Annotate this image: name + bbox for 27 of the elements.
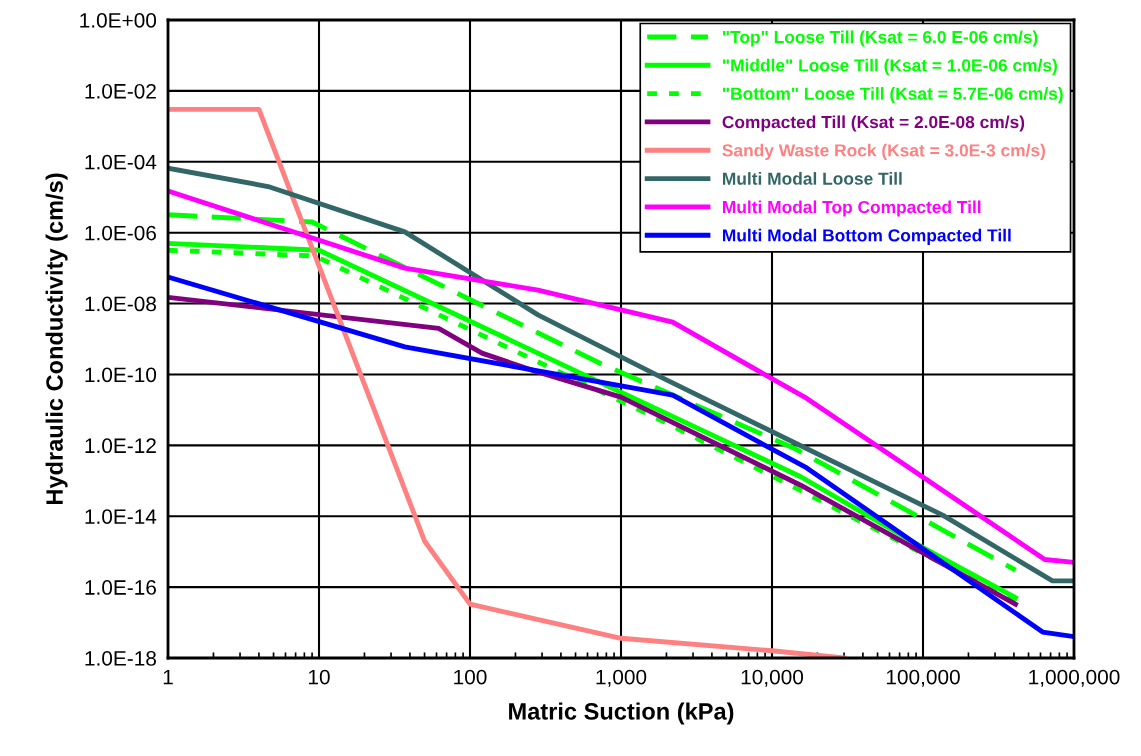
legend-label: Compacted Till (Ksat = 2.0E-08 cm/s) xyxy=(722,115,1025,132)
x-tick-label: 10 xyxy=(309,669,330,685)
x-axis-title: Matric Suction (kPa) xyxy=(509,702,734,725)
x-tick-label: 1,000,000 xyxy=(1029,669,1120,687)
x-tick-label: 1,000 xyxy=(596,669,647,687)
legend-label: Multi Modal Loose Till xyxy=(723,172,902,185)
legend-label: "Bottom" Loose Till (Ksat = 5.7E-06 cm/s) xyxy=(722,87,1063,104)
y-tick-label: 1.0E-08 xyxy=(85,296,156,312)
y-tick-label: 1.0E-14 xyxy=(85,509,157,524)
y-tick-label: 1.0E-02 xyxy=(85,83,156,99)
y-tick-label: 1.0E-10 xyxy=(85,367,157,383)
legend-label: Sandy Waste Rock (Ksat = 3.0E-3 cm/s) xyxy=(722,143,1046,160)
legend-label: "Middle" Loose Till (Ksat = 1.0E-06 cm/s) xyxy=(722,58,1057,75)
x-tick-label: 10,000 xyxy=(741,669,804,687)
legend-label: Multi Modal Top Compacted Till xyxy=(723,200,981,217)
x-tick-label: 100 xyxy=(454,669,487,685)
y-tick-label: 1.0E-18 xyxy=(85,651,156,666)
y-tick-label: 1.0E-06 xyxy=(85,225,156,241)
y-tick-label: 1.0E-04 xyxy=(85,154,157,170)
legend-label: "Top" Loose Till (Ksat = 6.0 E-06 cm/s) xyxy=(722,30,1038,47)
y-tick-label: 1.0E-12 xyxy=(85,438,156,454)
y-tick-label: 1.0E+00 xyxy=(80,13,157,28)
y-axis-title: Hydraulic Conductivity (cm/s) xyxy=(45,173,68,505)
y-tick-label: 1.0E-16 xyxy=(85,580,156,595)
x-tick-label: 1 xyxy=(163,669,173,685)
x-tick-label: 100,000 xyxy=(886,669,960,687)
legend-label: Multi Modal Bottom Compacted Till xyxy=(723,228,1011,245)
